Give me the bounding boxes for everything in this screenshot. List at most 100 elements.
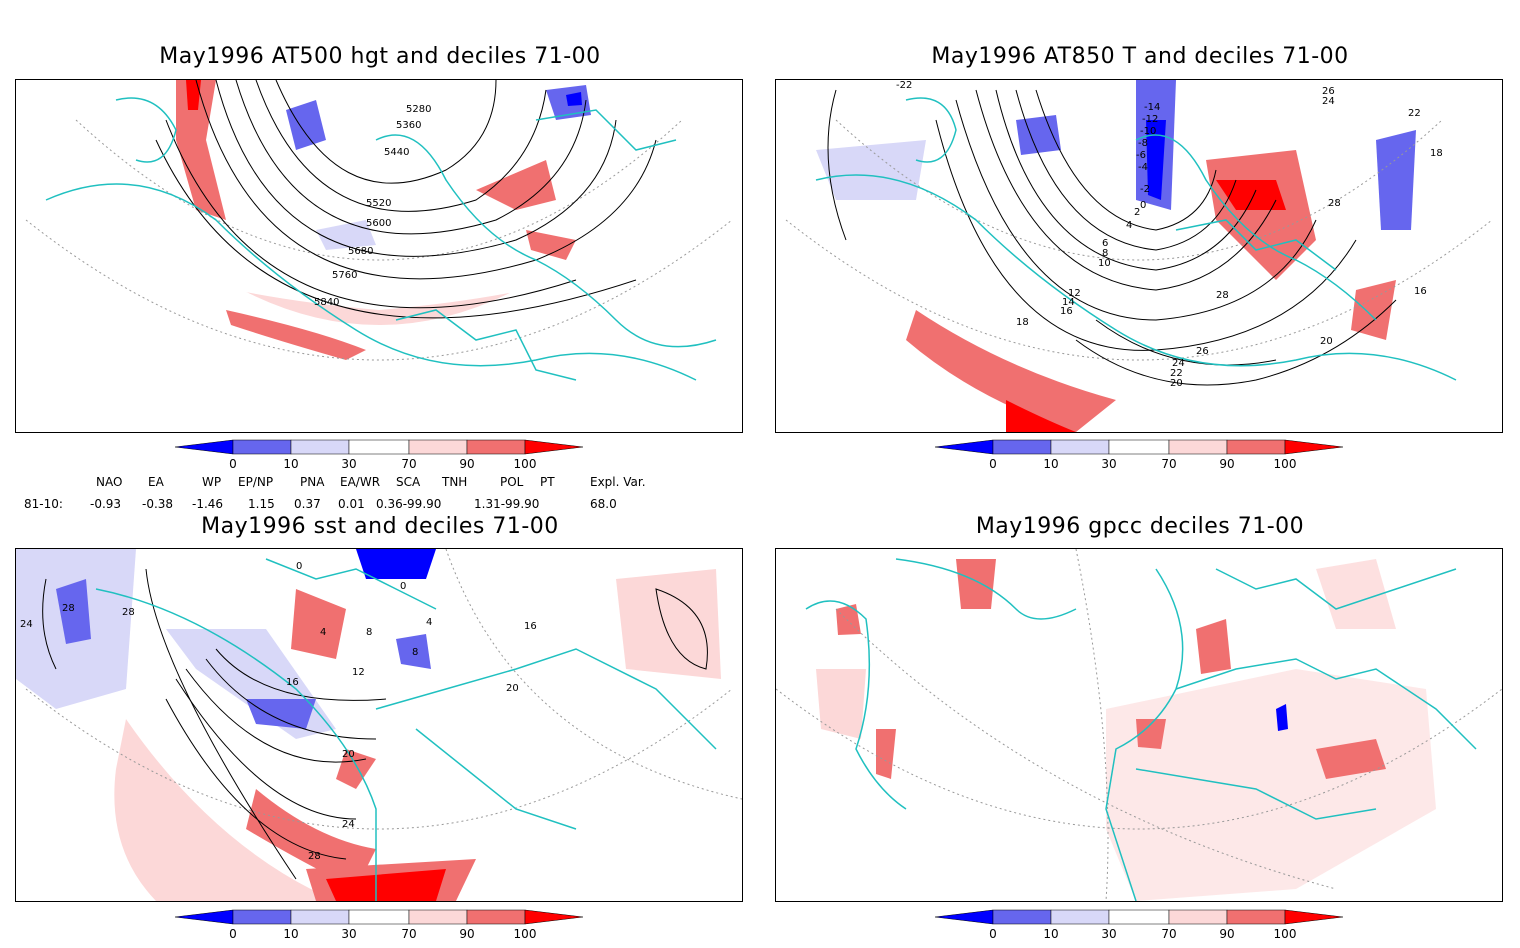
colorbar-swatch: [1168, 909, 1228, 925]
colorbar-tick: 90: [1219, 927, 1234, 941]
contour-label: 12: [1068, 288, 1081, 299]
colorbar-tick: 30: [1101, 927, 1116, 941]
colorbar: 0 10 30 70 90 100: [935, 909, 1344, 941]
colorbar-swatch: [232, 439, 292, 455]
colorbar-swatch: [1168, 439, 1228, 455]
index-row-label: 81-10:: [24, 497, 63, 511]
colorbar-tick: 10: [1043, 457, 1058, 471]
contour-label: 26: [1196, 346, 1209, 357]
contour-label: 5360: [396, 120, 421, 131]
contour-label: 20: [1320, 336, 1333, 347]
index-header: Expl. Var.: [590, 475, 646, 489]
colorbar-swatches: [935, 909, 1344, 925]
index-value: 68.0: [590, 497, 617, 511]
contour-label: 24: [1172, 358, 1185, 369]
contour-label: 5280: [406, 104, 431, 115]
contour-label: 28: [308, 851, 321, 862]
contour-label: 28: [122, 607, 135, 618]
colorbar-swatch: [466, 439, 526, 455]
contour-label: 4: [1126, 220, 1132, 231]
contour-label: 16: [286, 677, 299, 688]
contour-label: -4: [1138, 162, 1148, 173]
colorbar-swatches: [175, 439, 584, 455]
colorbar-swatch: [524, 439, 584, 455]
contour-label: 5840: [314, 297, 339, 308]
index-header: EA: [148, 475, 164, 489]
colorbar-tick: 70: [1161, 457, 1176, 471]
map-panel: 5280 5360 5440 5520 5600 5680 5760 5840: [15, 79, 743, 433]
index-header: TNH: [442, 475, 468, 489]
colorbar-tick: 70: [401, 457, 416, 471]
colorbar-swatch: [232, 909, 292, 925]
colorbar: 0 10 30 70 90 100: [935, 439, 1344, 471]
index-header: SCA: [396, 475, 421, 489]
colorbar-swatches: [175, 909, 584, 925]
colorbar-swatch: [348, 439, 410, 455]
contour-label: 2: [1134, 207, 1140, 218]
index-value: -0.93: [90, 497, 122, 511]
colorbar: 0 10 30 70 90 100: [175, 439, 584, 471]
colorbar: 0 10 30 70 90 100: [175, 909, 584, 941]
contour-label: -2: [1140, 184, 1150, 195]
colorbar-tick: 100: [1274, 457, 1297, 471]
panel-title: May1996 gpcc deciles 71-00: [975, 514, 1305, 539]
colorbar-tick: 100: [514, 927, 537, 941]
colorbar-swatch: [935, 439, 994, 455]
contour-label: -12: [1142, 114, 1158, 125]
colorbar-tick: 70: [1161, 927, 1176, 941]
contour-label: 5600: [366, 218, 391, 229]
contour-label: 5440: [384, 147, 409, 158]
colorbar-tick: 10: [283, 457, 298, 471]
contour-label: 4: [320, 627, 326, 638]
colorbar-swatch: [290, 909, 350, 925]
contour-label: 18: [1016, 317, 1029, 328]
colorbar-swatch: [1284, 439, 1344, 455]
colorbar-swatch: [992, 439, 1052, 455]
contour-label: 22: [1170, 368, 1183, 379]
index-header: EP/NP: [238, 475, 274, 489]
contour-label: 24: [20, 619, 33, 630]
panel-title: May1996 sst and deciles 71-00: [201, 514, 559, 539]
contour-label: -6: [1136, 150, 1146, 161]
contour-label: 28: [1328, 198, 1341, 209]
colorbar-tick: 10: [1043, 927, 1058, 941]
colorbar-tick: 0: [989, 457, 997, 471]
colorbar-swatch: [175, 909, 234, 925]
contour-label: 10: [1098, 258, 1111, 269]
contour-label: 18: [1430, 148, 1443, 159]
contour-label: 20: [506, 683, 519, 694]
colorbar-swatch: [348, 909, 410, 925]
colorbar-tick: 70: [401, 927, 416, 941]
contour-label: 26: [1322, 86, 1335, 97]
index-value: -1.46: [192, 497, 224, 511]
index-header: EA/WR: [340, 475, 381, 489]
contour-label: -14: [1144, 102, 1160, 113]
colorbar-tick: 30: [341, 457, 356, 471]
colorbar-swatch: [1226, 909, 1286, 925]
map-panel: -22 -14 -12 -10 -8 -6 -4 -2 0 2 4 6 8 10…: [775, 79, 1503, 433]
index-value: 0.37: [294, 497, 321, 511]
colorbar-swatch: [1108, 439, 1170, 455]
contour-label: 20: [1170, 378, 1183, 389]
map-panel: 0 0 4 8 12 16 20 24 28 28 24 28 16 20 8 …: [15, 548, 743, 902]
index-value: 1.15: [248, 497, 275, 511]
contour-label: 16: [1060, 306, 1073, 317]
colorbar-swatch: [524, 909, 584, 925]
contour-label: 5680: [348, 246, 373, 257]
index-header: NAO: [96, 475, 123, 489]
contour-label: 6: [1102, 238, 1108, 249]
contour-label: -22: [896, 80, 912, 91]
contour-label: 28: [1216, 290, 1229, 301]
colorbar-tick: 100: [1274, 927, 1297, 941]
contour-label: 22: [1408, 108, 1421, 119]
contour-label: 28: [62, 603, 75, 614]
contour-label: 14: [1062, 297, 1075, 308]
contour-label: 5760: [332, 270, 357, 281]
index-value: 0.01: [338, 497, 365, 511]
contour-label: 5520: [366, 198, 391, 209]
index-value: 1.31-99.90: [474, 497, 540, 511]
index-header: WP: [202, 475, 222, 489]
colorbar-swatch: [1226, 439, 1286, 455]
colorbar-tick: 90: [1219, 457, 1234, 471]
colorbar-swatch: [466, 909, 526, 925]
